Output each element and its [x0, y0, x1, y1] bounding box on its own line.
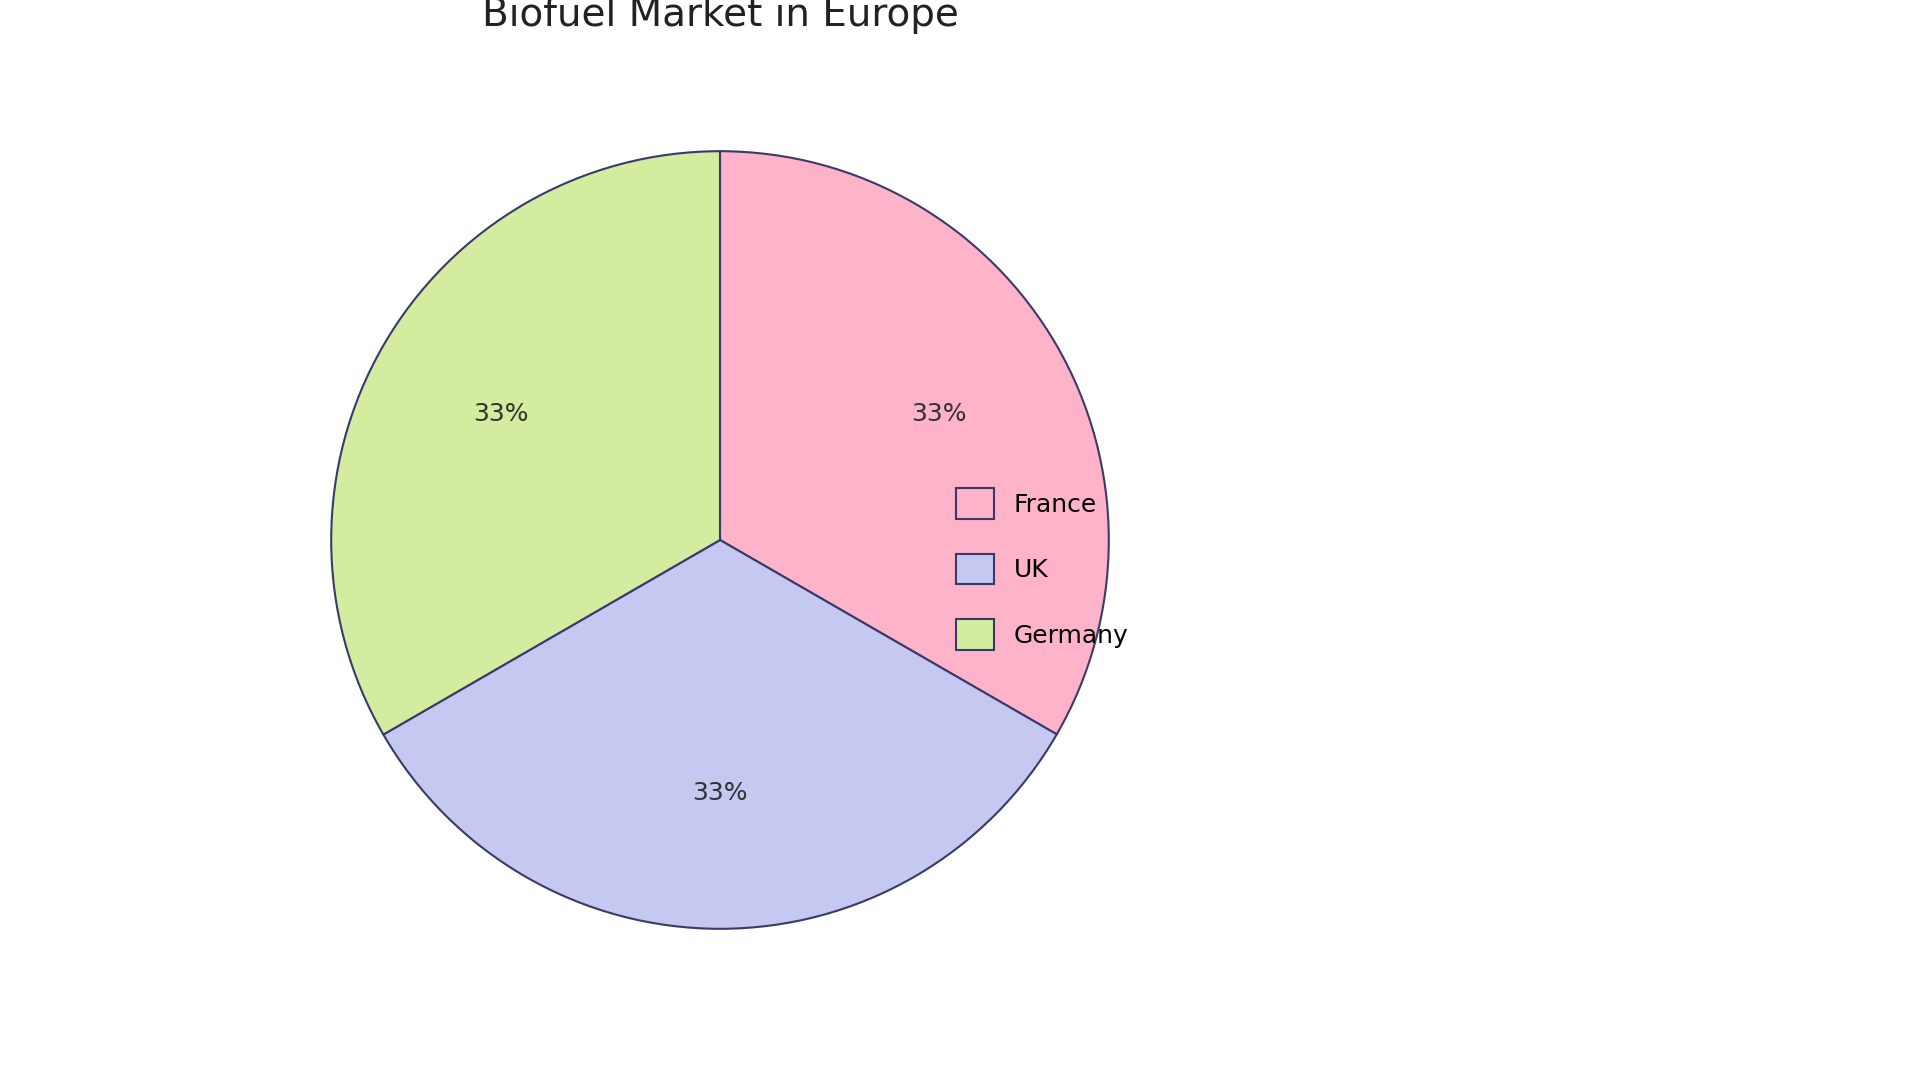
Legend: France, UK, Germany: France, UK, Germany	[947, 478, 1139, 660]
Wedge shape	[720, 151, 1110, 734]
Wedge shape	[384, 540, 1056, 929]
Title: Biofuel Market in Europe: Biofuel Market in Europe	[482, 0, 958, 35]
Text: 33%: 33%	[912, 402, 966, 426]
Text: 33%: 33%	[693, 781, 747, 805]
Text: 33%: 33%	[474, 402, 528, 426]
Wedge shape	[332, 151, 720, 734]
